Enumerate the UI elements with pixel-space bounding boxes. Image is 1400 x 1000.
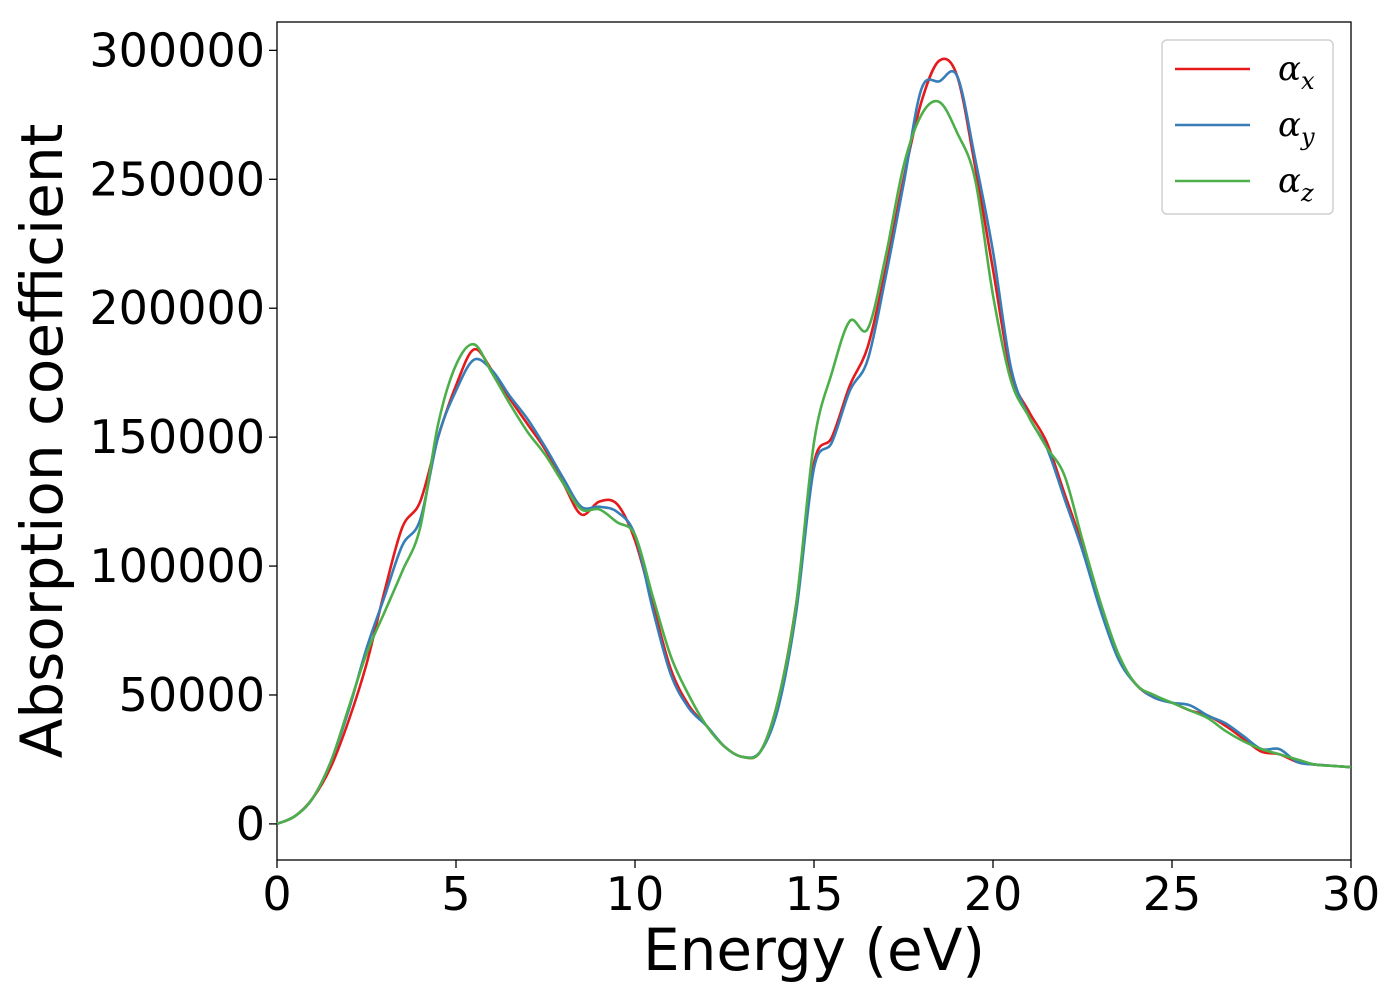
x-tick-label: 15: [785, 867, 844, 921]
x-tick-label: 20: [964, 867, 1023, 921]
x-tick-label: 5: [441, 867, 470, 921]
x-tick-label: 10: [606, 867, 665, 921]
y-tick-label: 0: [236, 797, 265, 851]
y-tick-label: 100000: [89, 539, 265, 593]
legend-label-x: αx: [1278, 49, 1315, 95]
legend-label-z: αz: [1278, 161, 1314, 207]
legend-box: [1161, 39, 1334, 215]
series-line-z: [276, 99, 1352, 826]
x-tick-label: 0: [262, 867, 291, 921]
y-axis: 0 50000 100000 150000 200000 250000 300000: [89, 23, 277, 851]
y-tick-label: 50000: [119, 668, 265, 722]
series-layer: [276, 57, 1352, 826]
legend: αx αy αz: [1161, 39, 1334, 215]
series-line-y: [276, 69, 1352, 826]
x-axis-label: Energy (eV): [643, 916, 985, 984]
y-tick-label: 200000: [89, 281, 265, 335]
y-tick-label: 150000: [89, 410, 265, 464]
y-axis-label: Absorption coefficient: [8, 124, 76, 759]
x-tick-label: 25: [1143, 867, 1202, 921]
x-axis: 0 5 10 15 20 25 30: [262, 860, 1380, 921]
y-tick-label: 300000: [89, 23, 265, 77]
x-tick-label: 30: [1322, 867, 1381, 921]
legend-label-y: αy: [1278, 105, 1315, 151]
y-tick-label: 250000: [89, 152, 265, 206]
